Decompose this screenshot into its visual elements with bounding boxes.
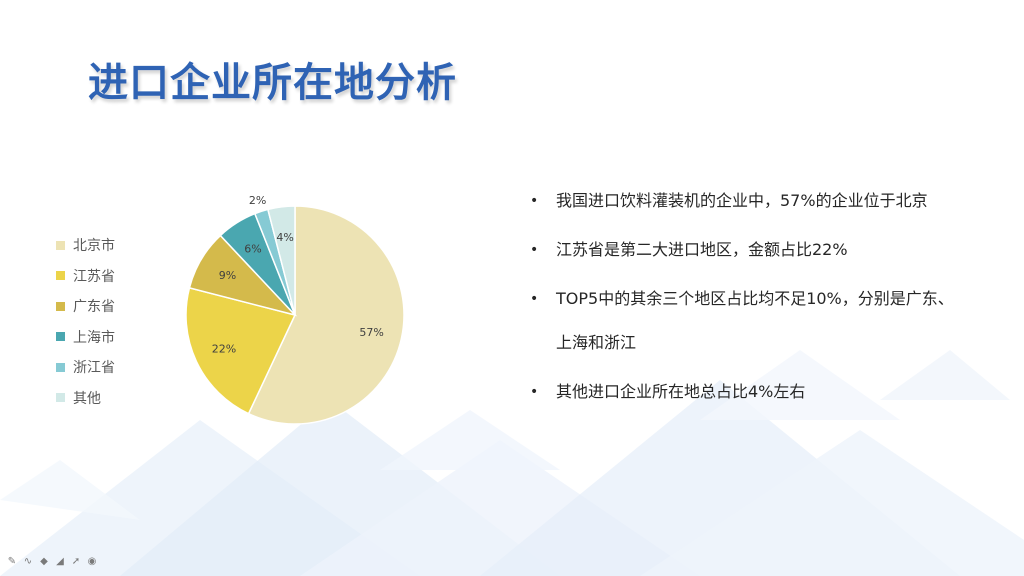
legend-label: 江苏省 [73, 268, 115, 285]
legend-item: 上海市 [56, 322, 115, 353]
bullet-item: • 其他进口企业所在地总占比4%左右 [530, 375, 960, 414]
ink-icon[interactable]: ∿ [23, 556, 33, 567]
legend-swatch [56, 271, 65, 281]
laser-icon[interactable]: ◉ [87, 556, 97, 567]
bullet-text: 我国进口饮料灌装机的企业中，57%的企业位于北京 [556, 191, 928, 210]
slice-label: 9% [219, 269, 236, 282]
slice-label: 57% [359, 326, 383, 339]
pen-icon[interactable]: ✎ [7, 556, 17, 567]
bullet-text: 江苏省是第二大进口地区，金额占比22% [556, 240, 848, 259]
pie-slice [247, 205, 405, 425]
slideshow-toolbar: ✎ ∿ ◆ ◢ ➚ ◉ [6, 556, 98, 568]
bullet-text: TOP5中的其余三个地区占比均不足10%，分别是广东、上海和浙江 [556, 289, 954, 352]
bullet-dot: • [530, 193, 539, 209]
slice-label: 4% [276, 231, 293, 244]
legend-item: 江苏省 [56, 261, 115, 292]
legend-label: 上海市 [73, 329, 115, 346]
highlighter-icon[interactable]: ◆ [40, 556, 48, 567]
bullet-item: • 江苏省是第二大进口地区，金额占比22% [530, 233, 960, 272]
pie-slice [185, 286, 297, 415]
bullet-list: • 我国进口饮料灌装机的企业中，57%的企业位于北京 • 江苏省是第二大进口地区，金… [530, 184, 960, 424]
chart-legend: 北京市江苏省广东省上海市浙江省其他 [56, 230, 115, 413]
legend-item: 广东省 [56, 291, 115, 322]
bullet-item: • TOP5中的其余三个地区占比均不足10%，分别是广东、上海和浙江 [530, 282, 960, 365]
bullet-dot: • [530, 242, 539, 258]
legend-swatch [56, 240, 65, 250]
bullet-dot: • [530, 291, 539, 307]
bullet-item: • 我国进口饮料灌装机的企业中，57%的企业位于北京 [530, 184, 960, 223]
legend-label: 北京市 [73, 238, 115, 255]
slice-label: 2% [249, 194, 266, 207]
page-title: 进口企业所在地分析 [88, 60, 457, 106]
bullet-dot: • [530, 384, 539, 400]
pie-slice [266, 205, 296, 316]
legend-swatch [56, 301, 65, 311]
slice-label: 22% [212, 342, 236, 355]
legend-label: 浙江省 [73, 360, 115, 377]
legend-item: 北京市 [56, 230, 115, 261]
legend-label: 其他 [73, 390, 101, 407]
legend-label: 广东省 [73, 299, 115, 316]
pie-chart: 57% 22% 9% 6% 2% 4% [185, 194, 405, 425]
legend-item: 其他 [56, 383, 115, 414]
bullet-text: 其他进口企业所在地总占比4%左右 [556, 382, 806, 401]
slice-label: 6% [244, 243, 261, 256]
pointer-icon[interactable]: ➚ [71, 556, 81, 567]
legend-swatch [56, 362, 65, 372]
legend-item: 浙江省 [56, 352, 115, 383]
legend-swatch [56, 332, 65, 342]
legend-swatch [56, 393, 65, 403]
eraser-icon[interactable]: ◢ [56, 556, 64, 567]
